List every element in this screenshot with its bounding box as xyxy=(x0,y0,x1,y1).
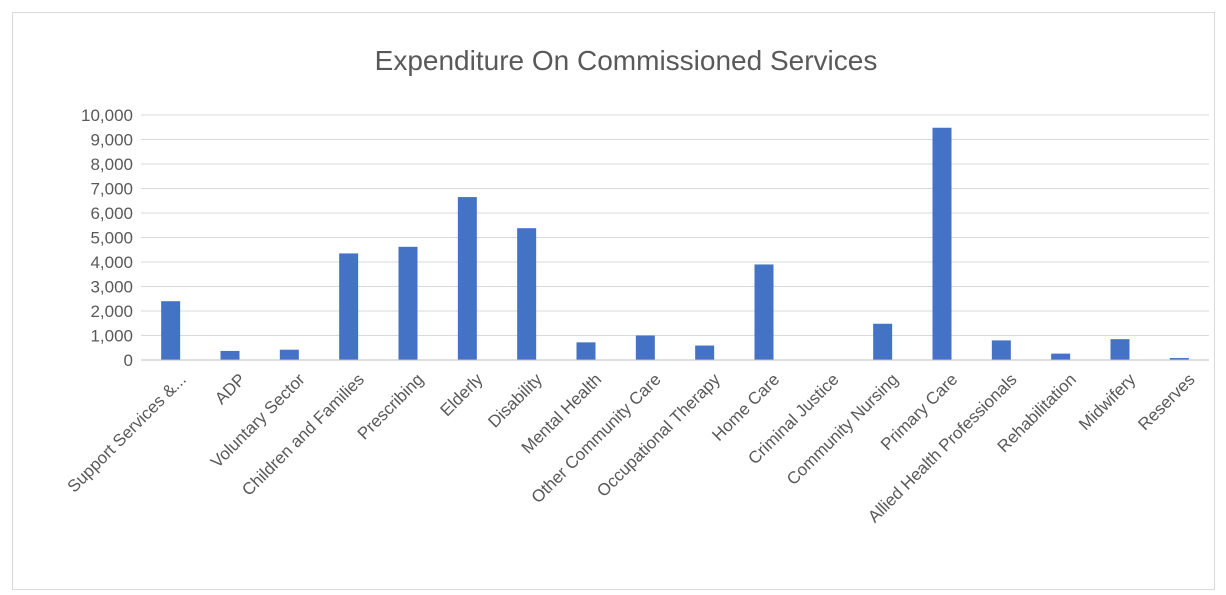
bar xyxy=(1051,353,1071,360)
x-tick-label: Midwifery xyxy=(1075,370,1140,435)
x-tick-label: Support Services &... xyxy=(64,370,190,496)
chart-container: Expenditure On Commissioned Services 0 1,… xyxy=(12,12,1215,590)
x-tick-label: Elderly xyxy=(436,370,487,421)
bar xyxy=(695,345,715,360)
bar xyxy=(1169,358,1189,360)
bar xyxy=(398,246,418,360)
bar xyxy=(517,228,537,360)
bar xyxy=(635,335,655,360)
y-tick-label: 7,000 xyxy=(90,180,133,199)
x-tick-label: Disability xyxy=(484,370,546,432)
y-tick-label: 5,000 xyxy=(90,229,133,248)
bar xyxy=(873,323,893,360)
bar xyxy=(220,350,240,360)
bar xyxy=(576,342,596,360)
y-axis-ticks: 0 1,000 2,000 3,000 4,000 5,000 6,000 7,000 8,00… xyxy=(81,106,133,370)
y-tick-label: 9,000 xyxy=(90,131,133,150)
bar xyxy=(1110,339,1130,360)
bar xyxy=(279,349,299,360)
y-tick-label: 10,000 xyxy=(81,106,133,125)
x-tick-label: Reserves xyxy=(1134,370,1198,434)
gridlines xyxy=(141,114,1209,336)
bar xyxy=(932,127,952,361)
chart-title: Expenditure On Commissioned Services xyxy=(375,45,878,76)
y-tick-label: 8,000 xyxy=(90,155,133,174)
y-tick-label: 4,000 xyxy=(90,253,133,272)
y-tick-label: 6,000 xyxy=(90,204,133,223)
bar xyxy=(339,253,359,360)
x-tick-label: ADP xyxy=(211,370,249,408)
bar xyxy=(754,264,774,360)
bar xyxy=(457,197,477,360)
x-tick-label: Community Nursing xyxy=(783,370,902,489)
bar xyxy=(161,301,181,360)
bar-chart: Expenditure On Commissioned Services 0 1,… xyxy=(64,45,1209,527)
y-tick-label: 2,000 xyxy=(90,302,133,321)
y-tick-label: 1,000 xyxy=(90,327,133,346)
bars xyxy=(161,127,1189,361)
x-tick-label: Children and Families xyxy=(238,370,368,500)
y-tick-label: 0 xyxy=(124,351,133,370)
y-tick-label: 3,000 xyxy=(90,278,133,297)
bar xyxy=(991,340,1011,360)
